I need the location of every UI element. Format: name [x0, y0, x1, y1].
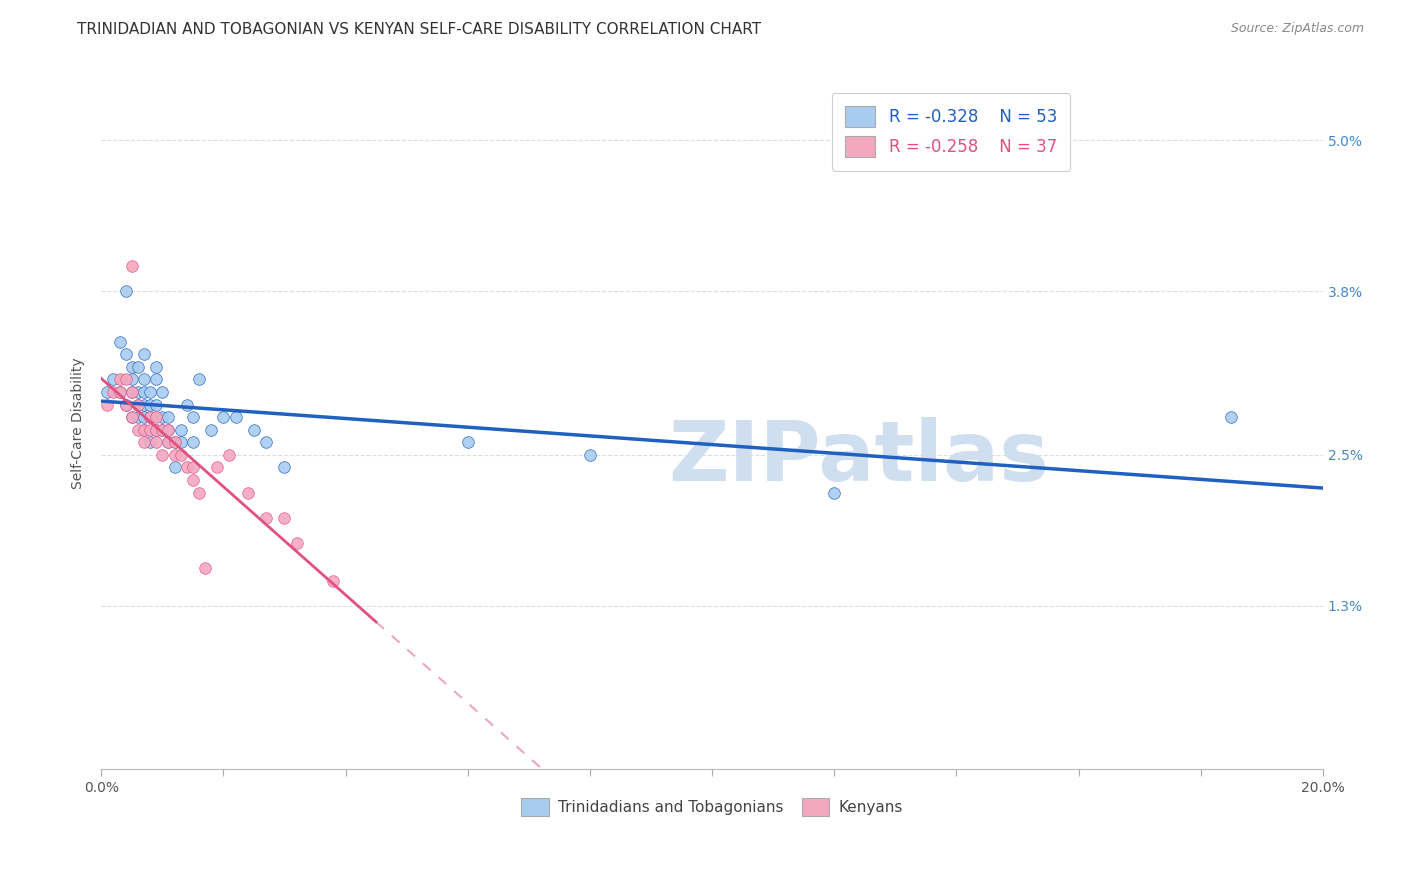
Point	[157, 435, 180, 450]
Point	[254, 510, 277, 524]
Point	[103, 384, 125, 399]
Point	[121, 384, 143, 399]
Point	[114, 397, 136, 411]
Point	[457, 435, 479, 450]
Text: TRINIDADIAN AND TOBAGONIAN VS KENYAN SELF-CARE DISABILITY CORRELATION CHART: TRINIDADIAN AND TOBAGONIAN VS KENYAN SEL…	[77, 22, 762, 37]
Point	[187, 485, 209, 500]
Point	[139, 397, 162, 411]
Point	[108, 334, 131, 349]
Point	[121, 372, 143, 386]
Point	[139, 410, 162, 425]
Point	[163, 448, 186, 462]
Point	[127, 423, 149, 437]
Point	[163, 435, 186, 450]
Point	[127, 359, 149, 374]
Point	[96, 397, 118, 411]
Point	[132, 347, 155, 361]
Point	[187, 372, 209, 386]
Point	[150, 410, 173, 425]
Point	[273, 460, 295, 475]
Point	[169, 448, 191, 462]
Point	[157, 435, 180, 450]
Point	[157, 423, 180, 437]
Point	[145, 423, 167, 437]
Point	[243, 423, 266, 437]
Legend: Trinidadians and Tobagonians, Kenyans: Trinidadians and Tobagonians, Kenyans	[513, 790, 911, 824]
Point	[322, 574, 344, 588]
Point	[157, 423, 180, 437]
Point	[150, 448, 173, 462]
Y-axis label: Self-Care Disability: Self-Care Disability	[72, 358, 86, 489]
Point	[103, 372, 125, 386]
Point	[579, 448, 602, 462]
Point	[132, 410, 155, 425]
Point	[181, 410, 204, 425]
Point	[96, 384, 118, 399]
Point	[145, 423, 167, 437]
Point	[207, 460, 229, 475]
Point	[108, 372, 131, 386]
Point	[200, 423, 222, 437]
Point	[145, 397, 167, 411]
Point	[132, 435, 155, 450]
Text: Source: ZipAtlas.com: Source: ZipAtlas.com	[1230, 22, 1364, 36]
Point	[121, 359, 143, 374]
Point	[176, 397, 198, 411]
Point	[108, 384, 131, 399]
Point	[181, 473, 204, 487]
Point	[145, 435, 167, 450]
Point	[114, 347, 136, 361]
Point	[225, 410, 247, 425]
Point	[139, 435, 162, 450]
Text: ZIPatlas: ZIPatlas	[668, 417, 1049, 499]
Point	[127, 384, 149, 399]
Point	[218, 448, 240, 462]
Point	[114, 285, 136, 299]
Point	[121, 410, 143, 425]
Point	[176, 460, 198, 475]
Point	[121, 384, 143, 399]
Point	[132, 423, 155, 437]
Point	[121, 410, 143, 425]
Point	[127, 397, 149, 411]
Point	[150, 423, 173, 437]
Point	[114, 397, 136, 411]
Point	[121, 259, 143, 273]
Point	[139, 384, 162, 399]
Point	[132, 372, 155, 386]
Point	[823, 485, 845, 500]
Point	[181, 460, 204, 475]
Point	[145, 410, 167, 425]
Point	[236, 485, 259, 500]
Point	[132, 423, 155, 437]
Point	[163, 460, 186, 475]
Point	[163, 435, 186, 450]
Point	[145, 359, 167, 374]
Point	[181, 435, 204, 450]
Point	[127, 410, 149, 425]
Point	[1220, 410, 1243, 425]
Point	[139, 423, 162, 437]
Point	[254, 435, 277, 450]
Point	[145, 372, 167, 386]
Point	[169, 435, 191, 450]
Point	[114, 372, 136, 386]
Point	[273, 510, 295, 524]
Point	[132, 397, 155, 411]
Point	[108, 384, 131, 399]
Point	[194, 561, 217, 575]
Point	[157, 410, 180, 425]
Point	[150, 384, 173, 399]
Point	[139, 410, 162, 425]
Point	[212, 410, 235, 425]
Point	[150, 423, 173, 437]
Point	[127, 397, 149, 411]
Point	[132, 384, 155, 399]
Point	[285, 536, 308, 550]
Point	[169, 423, 191, 437]
